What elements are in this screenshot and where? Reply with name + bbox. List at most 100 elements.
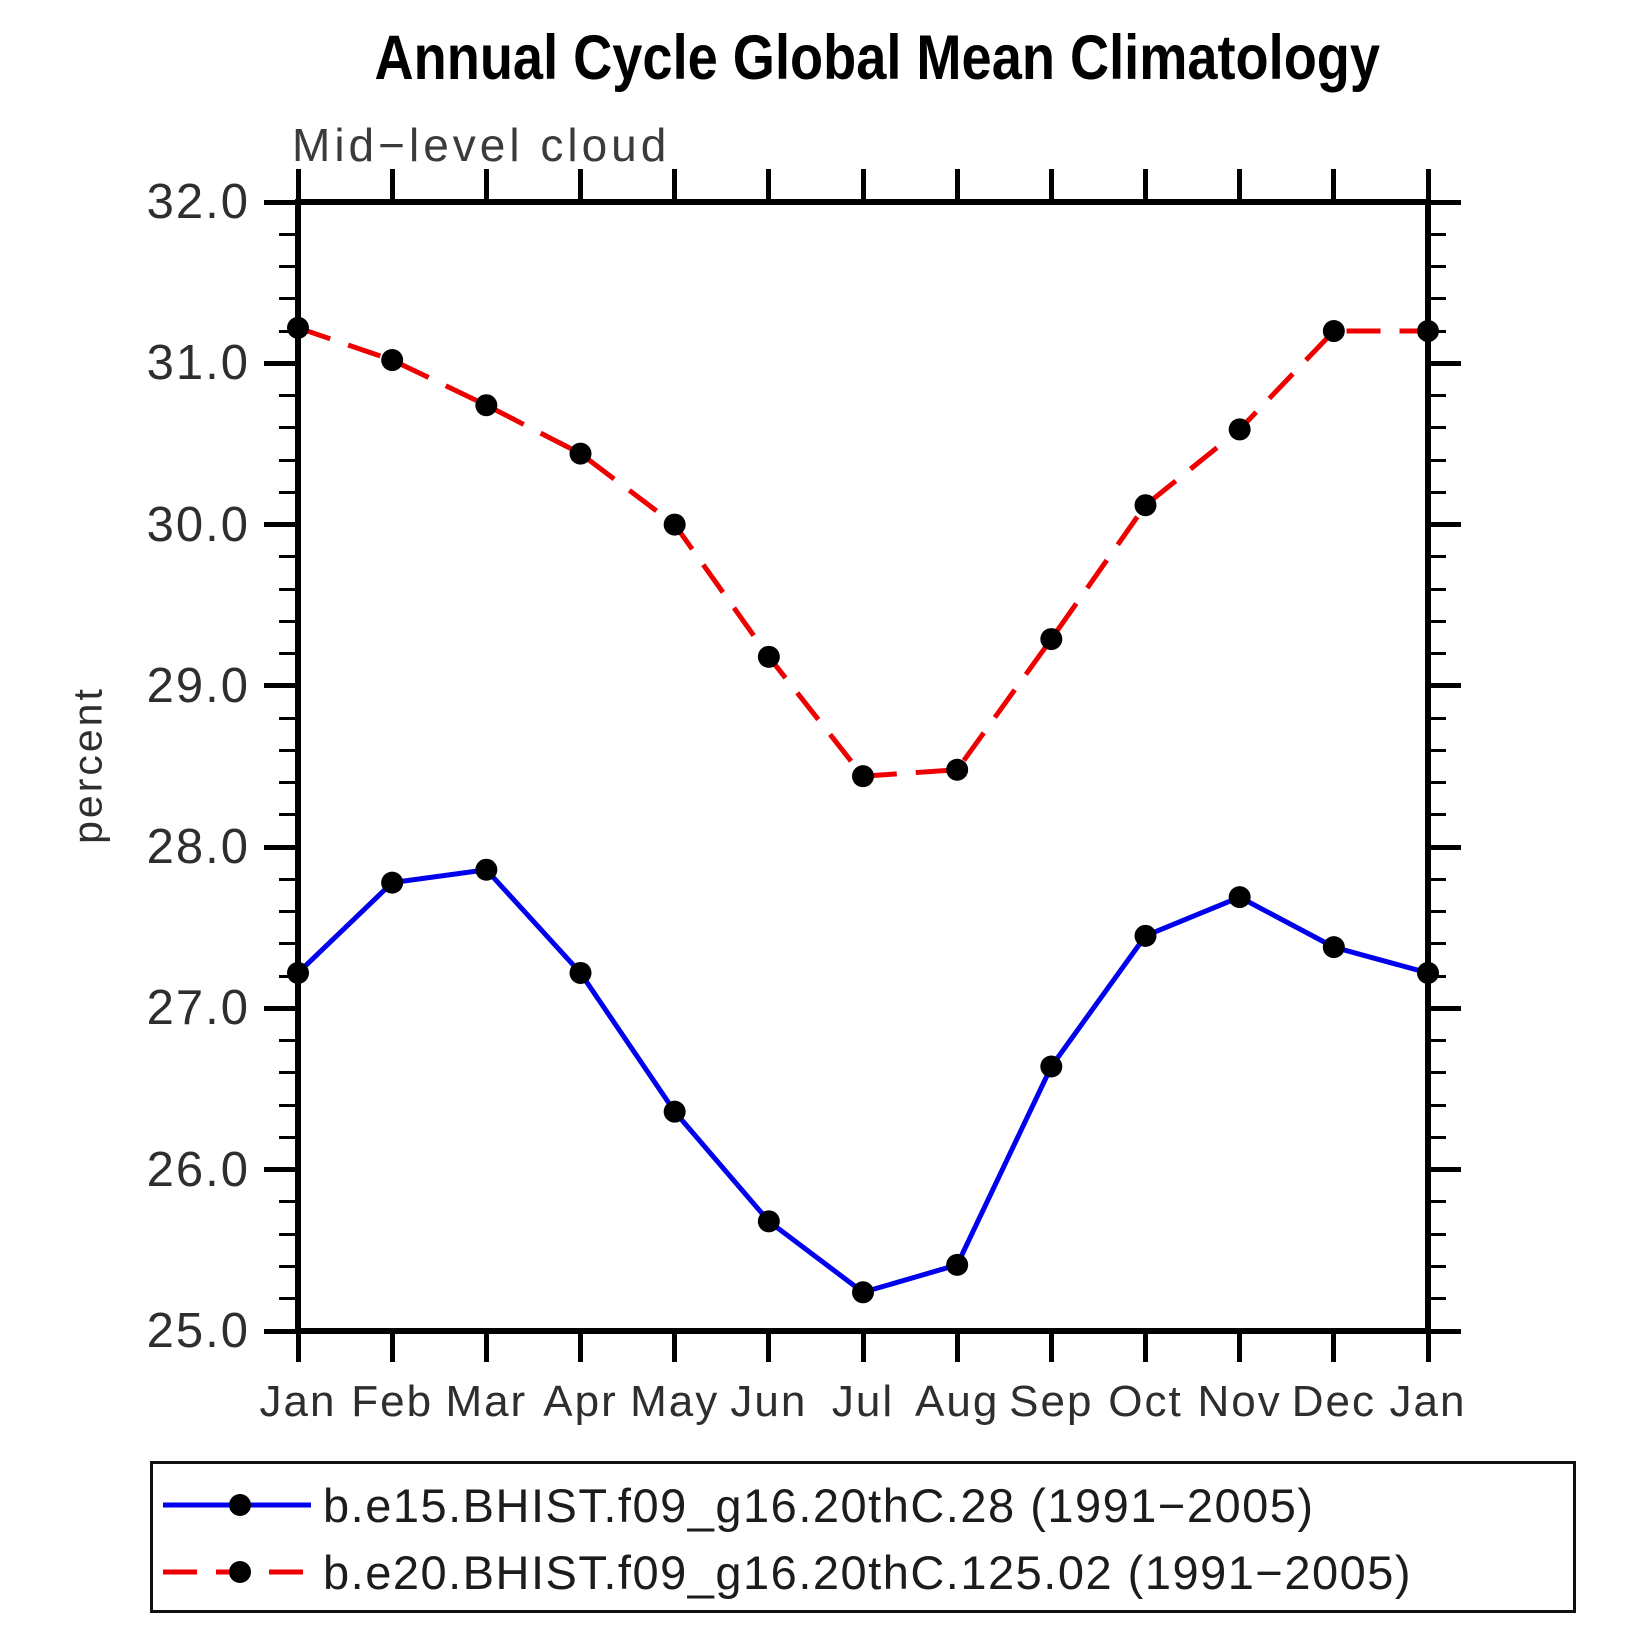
y-minor-tick: [1427, 265, 1446, 268]
x-bottom-tick: [295, 1329, 301, 1362]
y-minor-tick: [279, 1297, 298, 1301]
y-tick-label: 31.0: [146, 336, 250, 391]
y-minor-tick: [279, 1039, 298, 1043]
x-bottom-tick: [1048, 1329, 1054, 1362]
y-minor-tick: [1427, 942, 1446, 946]
y-tick-label: 28.0: [146, 820, 250, 875]
data-point-marker: [852, 1281, 874, 1304]
chart-subtitle: Mid−level cloud: [292, 119, 671, 171]
x-tick-label: Dec: [1291, 1377, 1376, 1426]
x-top-tick: [954, 169, 960, 204]
y-minor-tick: [1427, 458, 1446, 462]
y-minor-tick: [279, 1200, 298, 1204]
data-point-marker: [1322, 936, 1345, 959]
y-minor-tick: [279, 458, 298, 462]
x-tick-label: Apr: [543, 1377, 618, 1426]
x-top-tick: [483, 169, 489, 204]
y-minor-tick: [279, 942, 298, 946]
y-tick-label: 27.0: [146, 981, 250, 1036]
y-minor-tick: [1427, 1039, 1446, 1043]
y-tick-label: 26.0: [146, 1142, 250, 1197]
y-minor-tick: [279, 910, 298, 914]
x-bottom-tick: [483, 1329, 489, 1362]
x-tick-label: Jul: [831, 1377, 895, 1426]
y-tick-label: 25.0: [146, 1304, 250, 1358]
y-minor-tick: [279, 297, 298, 301]
y-minor-tick: [1427, 781, 1446, 785]
x-bottom-tick: [672, 1329, 678, 1362]
data-point-marker: [1228, 886, 1251, 909]
data-point-marker: [287, 961, 309, 984]
x-tick-label: Nov: [1197, 1377, 1282, 1426]
y-minor-tick: [279, 490, 298, 494]
y-minor-tick: [1427, 910, 1446, 914]
y-minor-tick: [279, 426, 298, 430]
x-tick-label: Mar: [445, 1377, 528, 1426]
x-top-tick: [295, 169, 301, 204]
x-tick-label: Sep: [1009, 1377, 1094, 1426]
data-point-marker: [381, 871, 404, 894]
y-minor-tick: [1427, 1297, 1446, 1301]
y-major-tick: [1427, 844, 1461, 850]
x-top-tick: [389, 169, 395, 204]
x-top-tick: [1048, 169, 1054, 204]
x-bottom-tick: [1331, 1329, 1337, 1362]
y-major-tick: [264, 683, 298, 689]
x-top-tick: [1143, 169, 1148, 204]
x-top-tick: [1331, 169, 1337, 204]
y-minor-tick: [279, 781, 298, 785]
data-point-marker: [1134, 924, 1157, 947]
y-minor-tick: [1427, 394, 1446, 398]
data-point-marker: [946, 758, 969, 781]
x-tick-label: Jan: [259, 1377, 337, 1426]
x-tick-label: Jan: [1389, 1377, 1467, 1426]
y-minor-tick: [279, 652, 298, 656]
y-minor-tick: [279, 877, 298, 881]
y-major-tick: [264, 1167, 298, 1173]
legend-row-series2: b.e20.BHIST.f09_g16.20thC.125.02 (1991−2…: [157, 1546, 1412, 1599]
data-point-marker: [381, 349, 404, 372]
legend: b.e15.BHIST.f09_g16.20thC.28 (1991−2005)…: [150, 1461, 1576, 1613]
y-major-tick: [1427, 1005, 1461, 1011]
legend-sample-dashed-line: [163, 1561, 311, 1583]
y-minor-tick: [1427, 555, 1446, 559]
y-minor-tick: [1427, 297, 1446, 301]
y-major-tick: [1427, 1328, 1461, 1334]
chart-title: Annual Cycle Global Mean Climatology: [374, 23, 1381, 93]
y-minor-tick: [1427, 1103, 1446, 1107]
x-top-tick: [672, 169, 678, 204]
y-major-tick: [264, 522, 298, 528]
x-tick-label: Jun: [730, 1377, 808, 1426]
x-bottom-tick: [1425, 1329, 1431, 1362]
y-minor-tick: [1427, 1071, 1446, 1075]
y-major-tick: [264, 844, 298, 850]
series-line-2: [297, 325, 1428, 779]
y-minor-tick: [1427, 813, 1446, 817]
series-line-1: [296, 867, 1429, 1296]
data-point-marker: [475, 858, 498, 881]
y-minor-tick: [279, 555, 298, 559]
x-top-tick: [766, 169, 772, 204]
y-major-tick: [1427, 360, 1461, 366]
data-point-marker: [1417, 320, 1439, 343]
x-top-tick: [578, 169, 583, 204]
legend-label-series1: b.e15.BHIST.f09_g16.20thC.28 (1991−2005): [323, 1478, 1315, 1532]
data-point-marker: [475, 394, 498, 417]
y-major-tick: [264, 360, 298, 366]
data-point-marker: [569, 961, 592, 984]
y-tick-label: 29.0: [146, 658, 250, 713]
x-top-tick: [860, 169, 866, 204]
y-minor-tick: [1427, 587, 1446, 591]
x-bottom-tick: [578, 1329, 583, 1362]
y-minor-tick: [1427, 1135, 1446, 1139]
x-top-tick: [1425, 169, 1431, 204]
data-point-marker: [663, 1100, 686, 1123]
y-minor-tick: [1427, 490, 1446, 494]
legend-row-series1: b.e15.BHIST.f09_g16.20thC.28 (1991−2005): [157, 1479, 1315, 1532]
x-tick-label: May: [630, 1377, 720, 1426]
y-minor-tick: [1427, 619, 1446, 623]
y-major-tick: [1427, 522, 1461, 528]
data-point-marker: [287, 316, 309, 339]
